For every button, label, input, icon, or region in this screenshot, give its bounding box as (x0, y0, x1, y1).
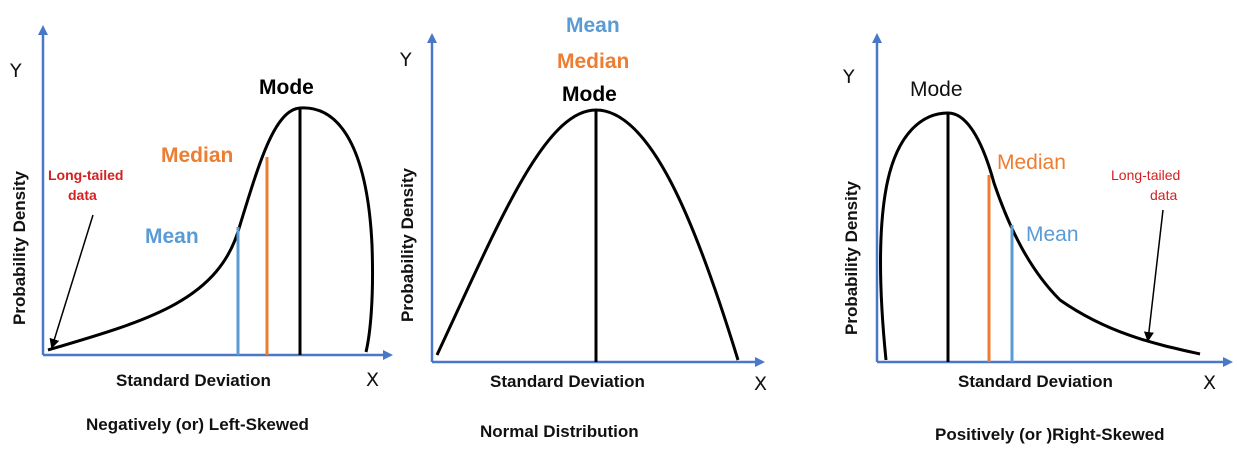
mode-label: Mode (259, 76, 314, 99)
y-axis-letter: Y (399, 49, 412, 71)
y-axis-label: Probability Density (10, 170, 29, 325)
density-curve (879, 111, 1201, 361)
panel-caption: Negatively (or) Left-Skewed (86, 415, 309, 434)
long-tail-label-line2: data (1150, 187, 1177, 203)
panel-normal: Y X Probability Density Standard Deviati… (398, 14, 767, 441)
long-tail-label-line1: Long-tailed (1111, 167, 1180, 183)
median-label: Median (557, 50, 629, 73)
mode-label: Mode (910, 78, 963, 101)
long-tail-arrow (49, 214, 94, 349)
y-axis-letter: Y (842, 66, 855, 88)
density-curve (47, 106, 375, 353)
panel-caption: Positively (or )Right-Skewed (935, 425, 1165, 444)
x-axis-label: Standard Deviation (958, 372, 1113, 391)
panel-left-skewed: Y X Probability Density Standard Deviati… (9, 25, 393, 434)
x-axis-letter: X (1203, 372, 1216, 394)
y-axis-label: Probability Density (842, 180, 861, 335)
x-axis-letter: X (754, 373, 767, 395)
long-tail-arrow (1143, 209, 1164, 342)
mean-label: Mean (1026, 223, 1079, 246)
x-axis-label: Standard Deviation (490, 372, 645, 391)
mode-label: Mode (562, 83, 617, 106)
panel-right-skewed: Y X Probability Density Standard Deviati… (842, 33, 1233, 444)
long-tail-label-line1: Long-tailed (48, 167, 123, 183)
median-label: Median (997, 151, 1066, 174)
x-axis-label: Standard Deviation (116, 371, 271, 390)
density-curve (435, 108, 740, 361)
median-label: Median (161, 144, 233, 167)
panel-caption: Normal Distribution (480, 422, 639, 441)
x-axis-letter: X (366, 369, 379, 391)
mean-label: Mean (566, 14, 620, 37)
mean-label: Mean (145, 225, 199, 248)
y-axis-label: Probability Density (398, 167, 417, 322)
long-tail-label-line2: data (68, 187, 97, 203)
y-axis-letter: Y (9, 60, 22, 82)
